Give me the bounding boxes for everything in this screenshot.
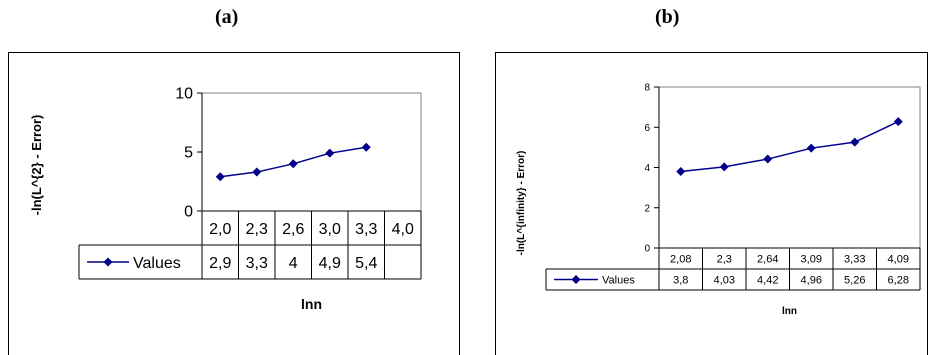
category-label: 2,6 — [282, 221, 304, 238]
x-axis-title: lnn — [782, 306, 797, 317]
category-label: 3,09 — [801, 253, 822, 265]
category-label: 2,08 — [670, 253, 691, 265]
category-label: 3,0 — [319, 221, 341, 238]
data-point — [763, 154, 773, 164]
data-value-cell: 4 — [289, 255, 298, 272]
y-tick-label: 5 — [184, 145, 193, 162]
y-axis-title: -ln(L^{infinity} - Error) — [516, 151, 527, 256]
data-point — [893, 117, 903, 127]
y-tick-label: 8 — [644, 83, 650, 94]
data-point — [806, 143, 816, 153]
category-label: 2,3 — [246, 221, 268, 238]
data-value-cell: 5,26 — [844, 274, 865, 286]
legend-marker-icon — [571, 275, 581, 284]
chart-b-frame: 0 2 4 6 8 2,08 2,3 2,64 3,09 3,33 4,09 Values 3,8 4,0… — [495, 52, 928, 355]
data-point — [850, 137, 860, 147]
category-label: 2,64 — [757, 253, 778, 265]
data-value-cell: 4,42 — [757, 274, 778, 286]
plot-area-border — [658, 86, 921, 249]
category-label: 2,0 — [209, 221, 231, 238]
category-label: 2,3 — [717, 253, 732, 265]
data-value-cell: 4,96 — [801, 274, 822, 286]
y-tick-label: 2 — [644, 203, 650, 214]
legend-marker-icon — [103, 257, 113, 267]
panel-b-label: (b) — [655, 6, 680, 28]
legend-label: Values — [602, 274, 635, 286]
category-label: 3,33 — [844, 253, 865, 265]
data-value-cell: 6,28 — [888, 274, 909, 286]
data-point — [719, 162, 729, 172]
data-value-cell: 2,9 — [209, 255, 231, 272]
y-tick-label: 4 — [644, 163, 650, 174]
y-tick-label: 10 — [175, 86, 193, 103]
x-axis-title: lnn — [301, 296, 322, 312]
legend-label: Values — [133, 255, 181, 272]
y-tick-label: 0 — [184, 204, 193, 221]
plot-area-border — [201, 92, 422, 212]
chart-b: 0 2 4 6 8 2,08 2,3 2,64 3,09 3,33 4,09 Values 3,8 4,0… — [516, 83, 921, 317]
data-value-cell: 4,03 — [714, 274, 735, 286]
category-label: 4,0 — [392, 221, 414, 238]
y-tick-label: 0 — [644, 244, 650, 255]
data-point — [288, 159, 298, 169]
data-point — [215, 172, 225, 182]
category-label: 4,09 — [888, 253, 909, 265]
data-value-cell: 4,9 — [319, 255, 341, 272]
data-value-cell: 5,4 — [355, 255, 377, 272]
series-line — [680, 120, 899, 173]
data-point — [252, 167, 262, 177]
chart-a-frame: 0 5 10 2,0 2,3 2,6 3,0 3,3 4,0 Values 2,9 3,3 4 4,9 5,… — [8, 52, 460, 355]
data-point — [325, 148, 335, 158]
y-tick-label: 6 — [644, 123, 650, 134]
category-label: 3,3 — [355, 221, 377, 238]
data-point — [361, 142, 371, 152]
data-value-cell: 3,3 — [246, 255, 268, 272]
panel-a-label: (a) — [215, 6, 239, 28]
chart-a: 0 5 10 2,0 2,3 2,6 3,0 3,3 4,0 Values 2,9 3,3 4 4,9 5,… — [29, 86, 422, 312]
data-point — [676, 167, 686, 177]
y-axis-title: -ln(L^{2} - Error) — [29, 115, 44, 216]
data-value-cell: 3,8 — [673, 274, 688, 286]
